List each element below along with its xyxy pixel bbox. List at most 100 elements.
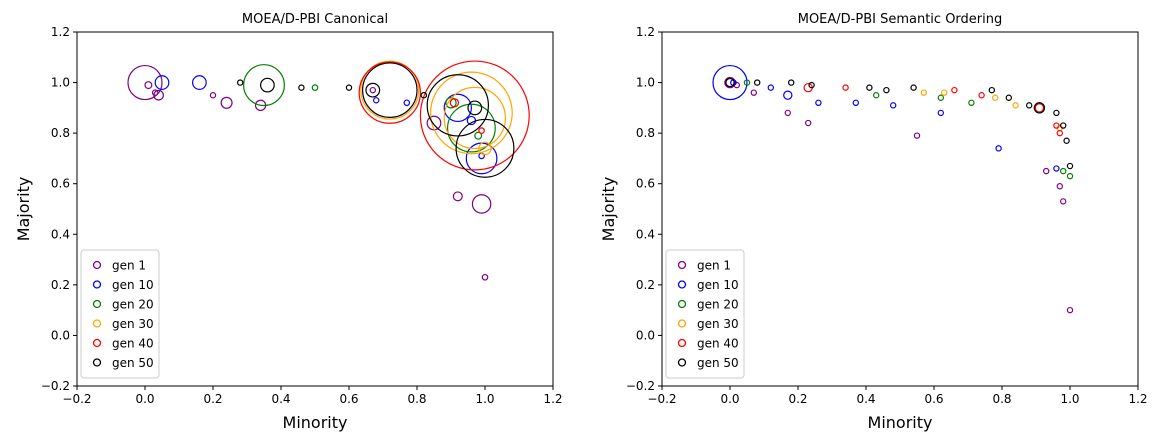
point-gen-30 bbox=[1012, 102, 1019, 109]
point-gen-10 bbox=[815, 99, 822, 107]
point-gen-20 bbox=[1066, 172, 1074, 180]
y-tick-label: 0.2 bbox=[51, 278, 70, 292]
point-gen-50 bbox=[345, 84, 353, 91]
legend-marker bbox=[677, 358, 687, 367]
x-tick-label: −0.2 bbox=[62, 392, 91, 406]
x-tick-label: 1.2 bbox=[543, 392, 562, 406]
chart-canonical: −0.2 0.0 0.2 0.4 0.6 0.8 1.0 1.2 −0.2 0.0 0.2 0.4 0.… bbox=[14, 12, 563, 432]
point-gen-40 bbox=[1034, 103, 1045, 113]
point-gen-40 bbox=[978, 92, 985, 99]
point-gen-40 bbox=[951, 86, 958, 94]
legend-label: gen 40 bbox=[697, 337, 739, 351]
x-tick-label: 0.4 bbox=[271, 392, 290, 406]
y-tick-label: 0.4 bbox=[51, 227, 70, 241]
point-gen-50 bbox=[260, 77, 275, 93]
point-gen-30 bbox=[360, 60, 420, 120]
legend-label: gen 10 bbox=[112, 278, 154, 292]
legend-box bbox=[665, 249, 745, 379]
chart-title: MOEA/D-PBI Canonical bbox=[242, 12, 388, 27]
data-points bbox=[712, 64, 1074, 314]
point-gen-10 bbox=[783, 90, 793, 100]
y-axis-label: Majority bbox=[14, 177, 33, 242]
point-gen-10 bbox=[403, 99, 411, 107]
point-gen-50 bbox=[988, 86, 996, 94]
point-gen-50 bbox=[1005, 94, 1013, 101]
y-tick-label: 1.0 bbox=[51, 76, 70, 90]
legend-marker bbox=[677, 280, 687, 289]
y-tick-label: 0.6 bbox=[636, 177, 655, 191]
point-gen-40 bbox=[449, 98, 460, 108]
point-gen-40 bbox=[1056, 129, 1064, 137]
point-gen-20 bbox=[445, 97, 457, 109]
y-tick-label: 0.4 bbox=[636, 227, 655, 241]
x-tick-label: 0.0 bbox=[135, 392, 154, 406]
point-gen-50 bbox=[1053, 109, 1060, 117]
legend-label: gen 20 bbox=[697, 298, 739, 312]
point-gen-10 bbox=[712, 64, 748, 101]
legend-marker bbox=[677, 338, 687, 348]
x-tick-label: 1.0 bbox=[1060, 392, 1079, 406]
point-gen-10 bbox=[154, 75, 170, 90]
y-tick-label: −0.2 bbox=[626, 379, 655, 393]
y-tick-label: 0.0 bbox=[636, 328, 655, 342]
point-gen-1 bbox=[144, 81, 153, 90]
point-gen-20 bbox=[447, 103, 496, 153]
y-tick-label: 0.8 bbox=[636, 126, 655, 140]
x-axis-label: Minority bbox=[283, 413, 348, 432]
point-gen-10 bbox=[852, 99, 860, 107]
point-gen-1 bbox=[481, 273, 489, 281]
point-gen-50 bbox=[420, 91, 428, 99]
point-gen-1 bbox=[913, 132, 921, 139]
y-tick-label: 0.8 bbox=[51, 126, 70, 140]
y-tick-label: 0.0 bbox=[51, 328, 70, 342]
axes-frame bbox=[76, 31, 554, 387]
x-tick-label: 1.0 bbox=[475, 392, 494, 406]
x-tick-label: 0.0 bbox=[720, 392, 739, 406]
x-tick-label: 0.8 bbox=[407, 392, 426, 406]
point-gen-1 bbox=[452, 191, 463, 202]
point-gen-20 bbox=[243, 64, 286, 107]
point-gen-50 bbox=[1063, 137, 1070, 144]
legend-label: gen 1 bbox=[112, 259, 146, 273]
data-points bbox=[127, 60, 530, 281]
point-gen-1 bbox=[209, 92, 217, 99]
point-gen-1 bbox=[1042, 167, 1050, 175]
point-gen-50 bbox=[754, 79, 761, 86]
point-gen-1 bbox=[127, 64, 163, 101]
point-gen-50 bbox=[236, 79, 244, 86]
legend-marker bbox=[92, 260, 102, 270]
point-gen-40 bbox=[358, 61, 421, 124]
point-gen-10 bbox=[443, 93, 472, 123]
point-gen-20 bbox=[1059, 167, 1067, 175]
point-gen-20 bbox=[937, 94, 945, 101]
legend-label: gen 50 bbox=[697, 356, 739, 370]
point-gen-10 bbox=[191, 75, 207, 90]
x-axis-label: Minority bbox=[868, 413, 933, 432]
y-tick-label: 0.6 bbox=[51, 177, 70, 191]
point-gen-30 bbox=[920, 89, 928, 96]
legend: gen 1 gen 10 gen 20 gen 30 gen 40 gen 50 bbox=[80, 249, 160, 379]
x-tick-label: 1.2 bbox=[1128, 392, 1147, 406]
point-gen-10 bbox=[767, 84, 775, 91]
y-tick-label: 1.2 bbox=[636, 25, 655, 39]
legend-marker bbox=[677, 319, 687, 328]
x-tick-label: 0.2 bbox=[203, 392, 222, 406]
point-gen-30 bbox=[478, 141, 492, 156]
point-gen-1 bbox=[805, 119, 812, 127]
legend: gen 1 gen 10 gen 20 gen 30 gen 40 gen 50 bbox=[665, 249, 745, 379]
legend-label: gen 10 bbox=[697, 278, 739, 292]
legend-label: gen 1 bbox=[697, 259, 731, 273]
point-gen-40 bbox=[478, 127, 485, 134]
x-tick-label: −0.2 bbox=[647, 392, 676, 406]
point-gen-50 bbox=[1066, 162, 1074, 170]
point-gen-50 bbox=[910, 84, 917, 91]
point-gen-50 bbox=[1033, 102, 1046, 114]
legend-label: gen 30 bbox=[112, 317, 154, 331]
point-gen-1 bbox=[750, 89, 758, 96]
point-gen-1 bbox=[784, 109, 792, 117]
point-gen-1 bbox=[153, 89, 164, 101]
y-axis-label: Majority bbox=[599, 177, 618, 242]
point-gen-50 bbox=[866, 84, 873, 91]
point-gen-1 bbox=[369, 86, 376, 94]
